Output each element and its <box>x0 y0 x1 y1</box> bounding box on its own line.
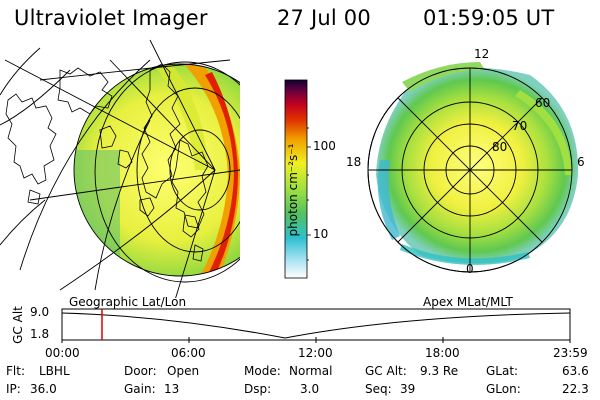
mlt-label-18: 18 <box>346 155 362 169</box>
observation-time: 01:59:05 UT <box>423 6 555 30</box>
mlt-label-6: 6 <box>577 155 585 169</box>
info-door-value: Open <box>167 364 200 378</box>
right-panel-caption: Apex MLat/MLT <box>423 295 513 309</box>
info-mode-label: Mode: <box>244 364 281 378</box>
info-gcalt-value: 9.3 Re <box>420 364 459 378</box>
info-ip-label: IP: <box>6 382 21 396</box>
mlat-label-80: 80 <box>492 140 508 154</box>
alt-tick-1-8: 1.8 <box>30 327 50 341</box>
info-dsp-value: 3.0 <box>300 382 320 396</box>
info-gain-label: Gain: <box>124 382 156 396</box>
time-tick-0000: 00:00 <box>45 346 80 360</box>
instrument-title: Ultraviolet Imager <box>14 6 208 30</box>
mlat-label-70: 70 <box>512 119 528 133</box>
observation-date: 27 Jul 00 <box>277 6 371 30</box>
time-tick-1200: 12:00 <box>298 346 333 360</box>
mlt-label-12: 12 <box>474 47 490 61</box>
info-flt-value: LBHL <box>39 364 70 378</box>
colorbar-tick-100: 100 <box>313 139 336 153</box>
info-dsp-label: Dsp: <box>244 382 272 396</box>
info-glat-label: GLat: <box>486 364 519 378</box>
info-glon-value: 22.3 <box>562 382 589 396</box>
info-gain-value: 13 <box>164 382 180 396</box>
mlat-label-60: 60 <box>535 96 551 110</box>
left-panel-caption: Geographic Lat/Lon <box>69 295 187 309</box>
alt-tick-9: 9.0 <box>30 305 50 319</box>
info-glat-value: 63.6 <box>562 364 589 378</box>
time-tick-1800: 18:00 <box>425 346 460 360</box>
info-seq-label: Seq: <box>365 382 392 396</box>
colorbar-tick-10: 10 <box>313 227 329 241</box>
info-gcalt-label: GC Alt: <box>365 364 407 378</box>
time-tick-2359: 23:59 <box>553 346 588 360</box>
geographic-image <box>0 39 240 298</box>
time-tick-0600: 06:00 <box>171 346 206 360</box>
info-seq-value: 39 <box>400 382 416 396</box>
mlt-label-0: 0 <box>466 262 474 276</box>
apex-polar-image <box>367 62 579 273</box>
info-ip-value: 36.0 <box>30 382 57 396</box>
altitude-axis-label: GC Alt <box>11 306 25 344</box>
color-scale-bar <box>284 79 308 279</box>
colorbar-unit-label: photon cm⁻²s⁻¹ <box>286 143 300 237</box>
info-mode-value: Normal <box>289 364 333 378</box>
coastline-outlines <box>5 63 209 262</box>
info-flt-label: Flt: <box>6 364 25 378</box>
info-glon-label: GLon: <box>486 382 521 396</box>
info-door-label: Door: <box>124 364 157 378</box>
altitude-timeline <box>61 308 571 343</box>
